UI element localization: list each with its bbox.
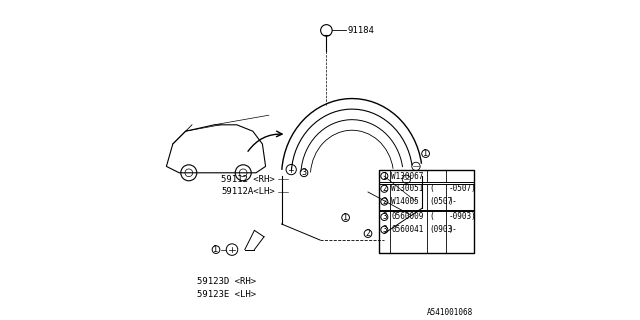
Text: -0507): -0507) xyxy=(449,184,476,193)
Text: 3: 3 xyxy=(301,168,307,177)
Bar xyxy=(380,211,474,253)
Text: (0507-: (0507- xyxy=(429,197,457,206)
Text: 1: 1 xyxy=(343,213,348,222)
Bar xyxy=(380,170,474,182)
Text: A541001068: A541001068 xyxy=(428,308,474,317)
Text: ): ) xyxy=(449,197,453,206)
Text: -0903): -0903) xyxy=(449,212,476,221)
Bar xyxy=(380,170,474,253)
Text: 1: 1 xyxy=(382,172,387,180)
Bar xyxy=(380,184,474,210)
Text: 2: 2 xyxy=(382,197,387,206)
Text: W14005: W14005 xyxy=(392,197,419,206)
Text: (: ( xyxy=(429,184,434,193)
Text: (: ( xyxy=(429,212,434,221)
Text: W130051: W130051 xyxy=(392,184,424,193)
Text: 0560041: 0560041 xyxy=(392,225,424,234)
Text: 91184: 91184 xyxy=(347,26,374,35)
Text: 59112A<LH>: 59112A<LH> xyxy=(221,188,275,196)
Text: 0560009: 0560009 xyxy=(392,212,424,221)
Text: 1: 1 xyxy=(214,245,218,254)
Text: 59123E <LH>: 59123E <LH> xyxy=(197,290,256,299)
Text: 59112 <RH>: 59112 <RH> xyxy=(221,175,275,184)
Text: (0903-: (0903- xyxy=(429,225,457,234)
Text: 2: 2 xyxy=(382,184,387,193)
Text: 3: 3 xyxy=(382,225,387,234)
Text: ): ) xyxy=(449,225,453,234)
Text: W130067: W130067 xyxy=(392,172,424,180)
Text: 2: 2 xyxy=(365,229,371,238)
Text: 1: 1 xyxy=(423,149,428,158)
Text: 59123D <RH>: 59123D <RH> xyxy=(197,277,256,286)
Text: 3: 3 xyxy=(382,212,387,221)
